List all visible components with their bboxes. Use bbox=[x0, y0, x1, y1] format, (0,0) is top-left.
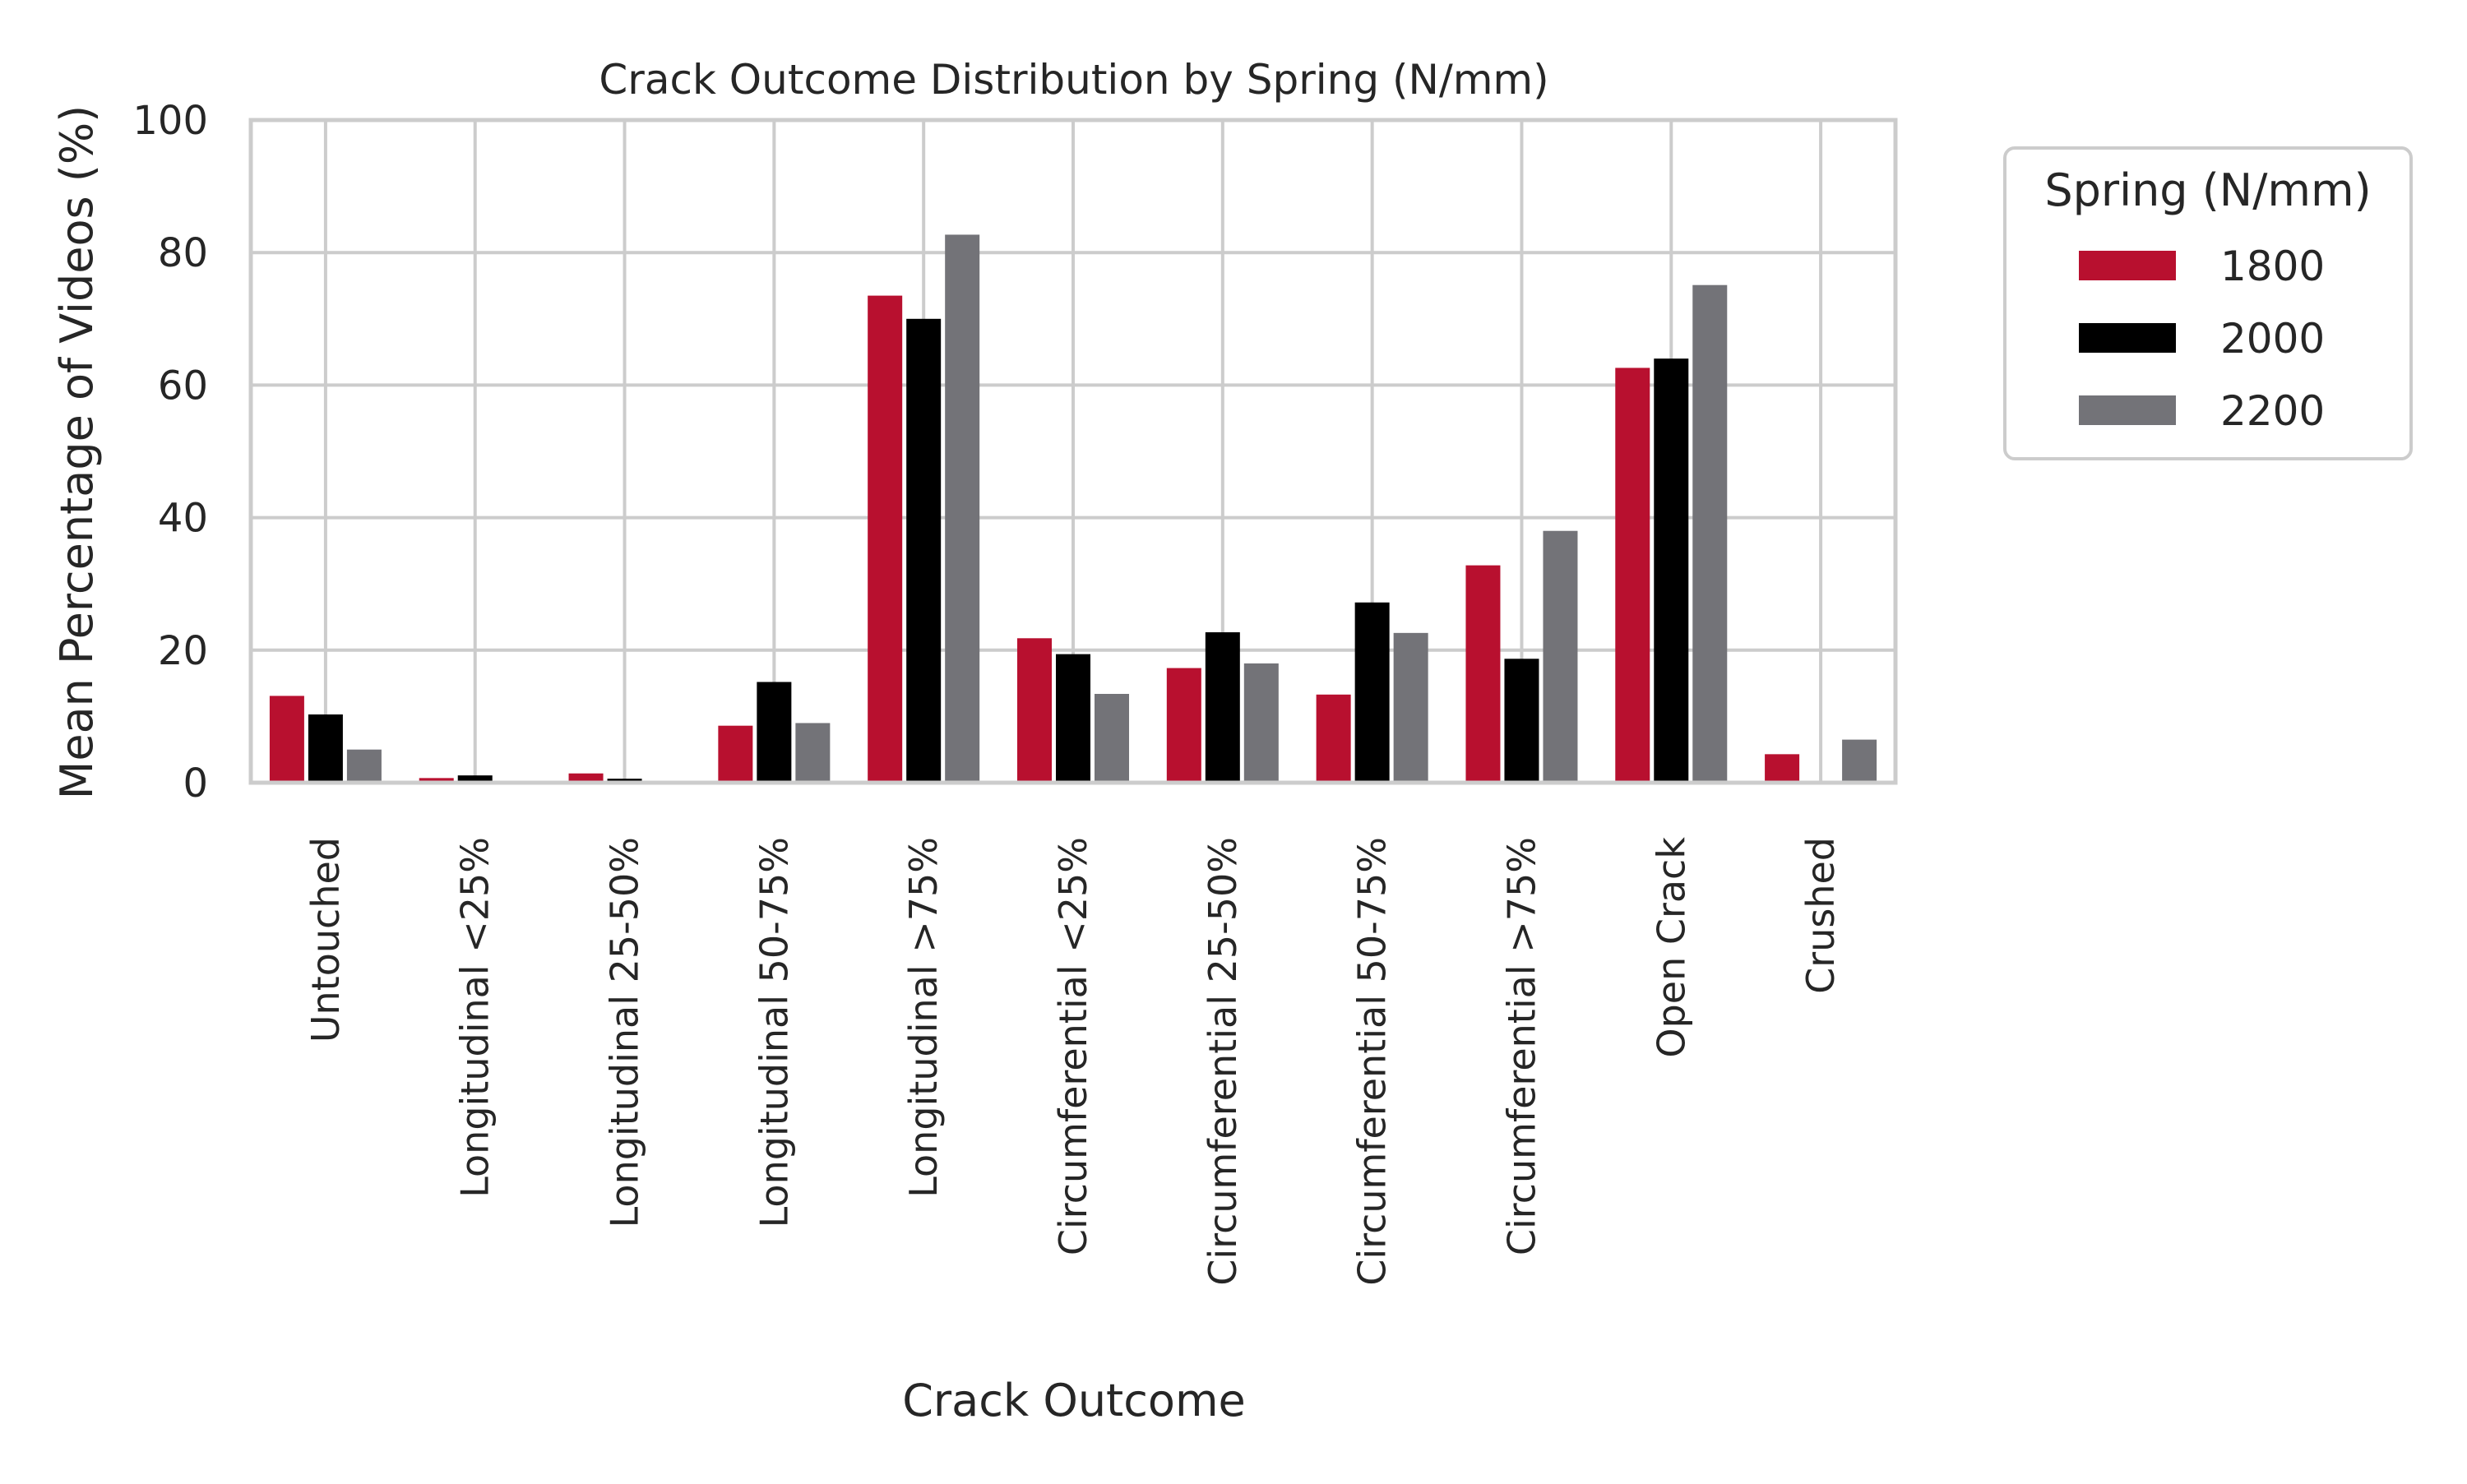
bar-1800-4 bbox=[868, 295, 903, 784]
bar-1800-3 bbox=[718, 725, 753, 783]
bar-2200-9 bbox=[1692, 284, 1728, 784]
legend-swatch-2200 bbox=[2079, 395, 2176, 425]
legend-frame bbox=[2003, 146, 2413, 460]
bar-2000-1 bbox=[457, 775, 493, 783]
bar-2200-0 bbox=[346, 749, 382, 783]
x-tick-label: Circumferential 50-75% bbox=[1350, 837, 1395, 1286]
x-axis-label: Crack Outcome bbox=[902, 1375, 1246, 1426]
x-tick-label: Longitudinal 25-50% bbox=[603, 837, 647, 1227]
legend-title: Spring (N/mm) bbox=[2044, 164, 2371, 216]
plot-frame bbox=[248, 118, 1898, 785]
bar-2000-9 bbox=[1654, 358, 1689, 783]
bar-2200-10 bbox=[1842, 739, 1877, 783]
bar-1800-5 bbox=[1017, 638, 1052, 783]
bars bbox=[269, 234, 1877, 784]
bar-1800-1 bbox=[419, 778, 454, 783]
x-tick-label: Circumferential <25% bbox=[1051, 837, 1095, 1255]
legend-label-2200: 2200 bbox=[2220, 387, 2325, 435]
bar-2000-5 bbox=[1056, 654, 1090, 783]
x-tick-label: Circumferential 25-50% bbox=[1201, 837, 1245, 1286]
bar-1800-7 bbox=[1316, 694, 1351, 783]
bar-2200-8 bbox=[1543, 530, 1578, 783]
bar-2000-6 bbox=[1205, 632, 1240, 783]
bar-2000-8 bbox=[1504, 659, 1539, 783]
y-tick-labels: 0 20 40 60 80 100 bbox=[132, 98, 208, 807]
bar-1800-10 bbox=[1765, 754, 1800, 783]
y-tick-label: 40 bbox=[158, 496, 208, 542]
bar-1800-9 bbox=[1615, 368, 1650, 783]
legend-swatch-2000 bbox=[2079, 323, 2176, 353]
x-tick-label: Longitudinal <25% bbox=[453, 837, 498, 1198]
x-tick-label: Longitudinal >75% bbox=[901, 837, 946, 1198]
y-axis-label: Mean Percentage of Videos (%) bbox=[51, 105, 103, 800]
y-tick-label: 100 bbox=[132, 98, 208, 144]
y-tick-label: 80 bbox=[158, 230, 208, 276]
bar-2000-0 bbox=[308, 714, 343, 783]
bar-1800-0 bbox=[269, 696, 304, 783]
bar-2200-5 bbox=[1095, 693, 1129, 783]
bar-2200-4 bbox=[945, 234, 980, 783]
legend-label-2000: 2000 bbox=[2220, 315, 2325, 363]
x-tick-labels: Untouched Longitudinal <25% Longitudinal 2… bbox=[303, 837, 1843, 1286]
legend-items: 1800 2000 2200 bbox=[2079, 243, 2325, 435]
x-tick-label: Circumferential >75% bbox=[1499, 837, 1544, 1255]
bar-2200-3 bbox=[795, 723, 831, 783]
bar-2200-7 bbox=[1393, 632, 1428, 783]
legend-swatch-1800 bbox=[2079, 251, 2176, 280]
bar-2000-7 bbox=[1354, 602, 1390, 783]
y-tick-label: 60 bbox=[158, 363, 208, 409]
bar-1800-6 bbox=[1166, 668, 1201, 783]
legend: Spring (N/mm) 1800 2000 2200 bbox=[2003, 146, 2413, 460]
y-tick-label: 20 bbox=[158, 628, 208, 674]
bar-1800-8 bbox=[1465, 565, 1501, 783]
x-tick-label: Crushed bbox=[1798, 837, 1843, 994]
x-tick-label: Untouched bbox=[303, 837, 348, 1042]
x-tick-label: Open Crack bbox=[1649, 837, 1693, 1058]
bar-2000-3 bbox=[757, 682, 792, 783]
bar-2000-4 bbox=[906, 318, 942, 783]
chart-title: Crack Outcome Distribution by Spring (N/… bbox=[599, 56, 1548, 104]
bar-1800-2 bbox=[568, 773, 604, 783]
x-tick-label: Longitudinal 50-75% bbox=[752, 837, 796, 1227]
bar-2200-6 bbox=[1243, 663, 1279, 783]
legend-label-1800: 1800 bbox=[2220, 243, 2325, 290]
y-tick-label: 0 bbox=[183, 760, 208, 807]
